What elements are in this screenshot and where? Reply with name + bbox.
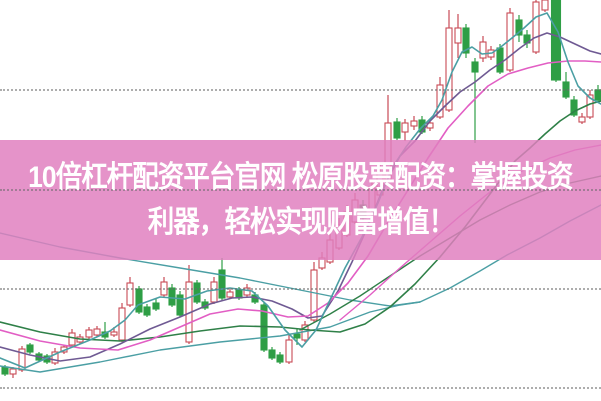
candle-up [110, 331, 118, 336]
candle-up [310, 269, 318, 321]
candle-up [51, 351, 59, 364]
candle-up [454, 27, 462, 44]
candle-down [135, 288, 143, 313]
candle-up [126, 282, 134, 306]
candle-down [268, 349, 276, 359]
promo-banner: 10倍杠杆配资平台官网 松原股票配资：掌握投资 利器，轻松实现财富增值！ [0, 140, 601, 260]
candle-down [193, 282, 201, 303]
candle-down [26, 344, 34, 353]
candle-down [462, 27, 470, 54]
candle-up [445, 27, 453, 111]
candle-down [293, 333, 301, 339]
candle-up [210, 281, 218, 303]
candle-down [594, 89, 601, 101]
candle-up [479, 41, 487, 59]
candle-up [93, 328, 101, 336]
candle-down [152, 302, 160, 310]
candle-up [68, 332, 76, 346]
candle-down [168, 287, 176, 306]
candle-up [243, 287, 251, 296]
candle-up [541, 0, 549, 11]
candle-down [562, 81, 570, 98]
candle-down [550, 0, 562, 81]
candle-down [260, 304, 268, 351]
candle-down [176, 294, 184, 316]
candle-down [496, 47, 504, 73]
ma-short-magenta [0, 60, 601, 351]
candle-up [410, 120, 418, 127]
candle-down [218, 269, 226, 299]
candle-down [515, 19, 523, 36]
candle-down [393, 121, 401, 139]
banner-title-line1: 10倍杠杆配资平台官网 松原股票配资：掌握投资 [28, 160, 573, 194]
banner-title-line2: 利器，轻松实现财富增值！ [147, 205, 454, 239]
candle-down [143, 306, 151, 316]
candle-up [401, 122, 409, 133]
candle-up [160, 281, 168, 296]
ma-mid-green [0, 100, 601, 342]
candle-up [85, 329, 93, 338]
candle-up [436, 84, 444, 118]
candle-down [276, 354, 284, 363]
candle-up [285, 339, 293, 363]
candle-down [471, 61, 479, 73]
candle-up [578, 116, 586, 123]
candle-down [1, 366, 9, 375]
candle-up [9, 368, 17, 375]
candle-down [570, 99, 578, 116]
candle-up [532, 1, 540, 53]
candle-up [226, 291, 234, 298]
